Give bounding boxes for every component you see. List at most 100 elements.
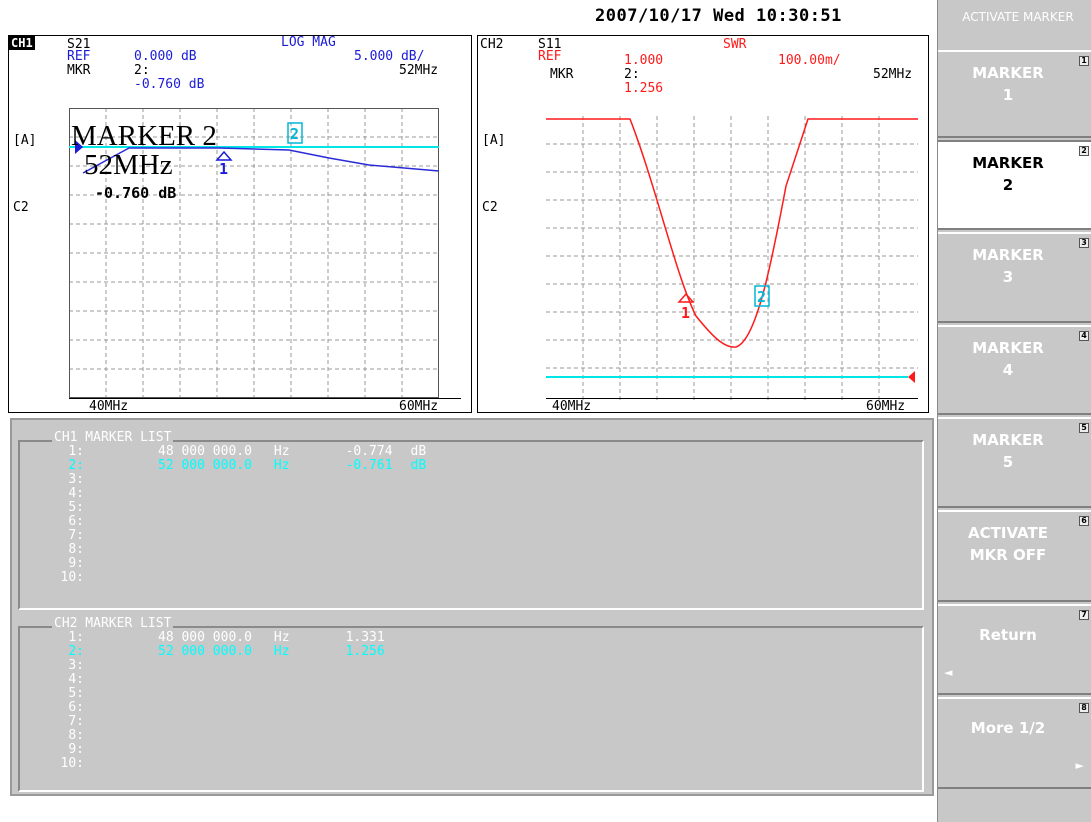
softkey-marker-5[interactable]: MARKER 5 5 [938, 417, 1091, 508]
marker-list-frequency-unit: Hz [273, 444, 290, 459]
marker-list-number: 4: [68, 672, 84, 687]
marker-list-row: 1: 48 000 000.0 Hz -0.774 dB [58, 444, 427, 459]
ch2-mkr-num: 2: [624, 67, 640, 82]
return-arrow-icon: ◄ [944, 666, 953, 679]
softkey-label: MARKER 1 [972, 64, 1044, 104]
marker-list-area: CH1 MARKER LIST 1: 48 000 000.0 Hz -0.774 dB… [10, 418, 934, 796]
softkey-label: More 1/2 [970, 719, 1046, 737]
ch1-ref-pointer [75, 140, 83, 154]
ch1-marker-1-triangle [215, 150, 233, 161]
softkey-indicator: 6 [1079, 516, 1089, 526]
ch1-plot-border [69, 108, 439, 398]
marker-list-number: 10: [60, 570, 84, 585]
ch2-mkr-value: 1.256 [624, 81, 664, 96]
marker-list-row: 9: [58, 556, 84, 571]
marker-list-number: 5: [68, 500, 84, 515]
ch2-marker-2-box [754, 285, 770, 307]
marker-list-value: 1.256 [345, 644, 385, 659]
datetime: 2007/10/17 Wed 10:30:51 [595, 6, 842, 26]
ch1-mkr-value: -0.760 dB [134, 77, 205, 92]
marker-list-number: 7: [68, 528, 84, 543]
softkey-indicator: 4 [1079, 331, 1089, 341]
ch1-ref-label: REF [67, 49, 91, 64]
ch1-panel: CH1 S21 LOG MAG REF 0.000 dB 5.000 dB/ M… [8, 35, 472, 413]
marker-list-row: 3: [58, 658, 84, 673]
softkey-indicator: 3 [1079, 238, 1089, 248]
ch1-trace [82, 147, 440, 174]
ch1-scale: 5.000 dB/ [354, 49, 425, 64]
marker-list-number: 9: [68, 556, 84, 571]
marker-list-number: 1: [68, 444, 84, 459]
softkey-indicator: 1 [1079, 56, 1089, 66]
ch2-param: S11 [538, 37, 562, 52]
marker-list-number: 8: [68, 542, 84, 557]
ch1-mkr-label: MKR [67, 63, 91, 78]
ch1-ref-value: 0.000 dB [134, 49, 197, 64]
marker-list-row: 2: 52 000 000.0 Hz 1.256 [58, 644, 385, 659]
marker-list-frequency: 48 000 000.0 [158, 444, 252, 459]
marker-list-number: 7: [68, 714, 84, 729]
ch2-marker-list [18, 626, 924, 792]
ch1-big-marker-value: -0.760 dB [95, 184, 177, 202]
marker-list-row: 6: [58, 514, 84, 529]
marker-list-number: 3: [68, 658, 84, 673]
more-arrow-icon: ► [1075, 759, 1084, 772]
marker-list-row: 5: [58, 500, 84, 515]
marker-list-row: 10: [58, 757, 84, 770]
ch1-format: LOG MAG [281, 35, 336, 50]
ch2-marker-list-title: CH2 MARKER LIST [52, 616, 174, 631]
ch1-big-marker-freq: 52MHz [84, 149, 173, 181]
softkey-label: Return [979, 626, 1037, 644]
ch2-marker-1-triangle [677, 292, 695, 303]
softkey-indicator: 7 [1079, 610, 1089, 620]
marker-list-frequency: 52 000 000.0 [158, 458, 252, 473]
marker-list-row: 6: [58, 700, 84, 715]
ch2-grid [546, 116, 918, 401]
ch2-trace [546, 118, 918, 348]
marker-list-frequency: 52 000 000.0 [158, 644, 252, 659]
marker-list-row: 2: 52 000 000.0 Hz -0.761 dB [58, 458, 427, 473]
ch1-plot: 1 2 [69, 108, 440, 398]
softkey-marker-3[interactable]: MARKER 3 3 [938, 232, 1091, 323]
marker-list-frequency-unit: Hz [273, 644, 290, 659]
ch2-mkr-label: MKR [550, 67, 574, 82]
ch2-scale: 100.00m/ [778, 53, 841, 68]
ch1-param: S21 [67, 37, 91, 52]
ch2-start-freq: 40MHz [552, 399, 592, 414]
softkey-marker-4[interactable]: MARKER 4 4 [938, 325, 1091, 415]
marker-list-number: 8: [68, 728, 84, 743]
marker-list-number: 6: [68, 514, 84, 529]
ch2-stop-freq: 60MHz [866, 399, 906, 414]
softkey-return[interactable]: Return 7 ◄ [938, 604, 1091, 695]
marker-list-number: 1: [68, 630, 84, 645]
softkey-indicator: 2 [1079, 146, 1089, 156]
ch1-stop-freq: 60MHz [399, 399, 439, 414]
marker-list-row: 4: [58, 672, 84, 687]
softkey-marker-1[interactable]: MARKER 1 1 [938, 50, 1091, 138]
marker-list-row: 7: [58, 714, 84, 729]
marker-list-row: 1: 48 000 000.0 Hz 1.331 [58, 630, 384, 645]
ch2-panel: CH2 S11 SWR REF 1.000 100.00m/ MKR 2: 52… [477, 35, 929, 413]
marker-list-value: -0.761 [345, 458, 393, 473]
marker-list-value-unit: dB [410, 458, 427, 473]
ch1-marker-list [18, 440, 924, 610]
marker-list-value-unit: dB [410, 444, 427, 459]
marker-list-row: 8: [58, 542, 84, 557]
ch2-plot: 1 2 [546, 116, 918, 401]
marker-list-number: 5: [68, 686, 84, 701]
marker-list-frequency-unit: Hz [273, 458, 290, 473]
marker-list-number: 6: [68, 700, 84, 715]
softkey-marker-2[interactable]: MARKER 2 2 [938, 140, 1091, 230]
ch1-marker-2-box [287, 122, 303, 144]
ch1-marker-1-label: 1 [219, 160, 228, 178]
ch2-ref-value: 1.000 [624, 53, 664, 68]
softkey-label: MARKER 2 [972, 154, 1044, 194]
softkey-activate-mkr-off[interactable]: ACTIVATE MKR OFF 6 [938, 510, 1091, 602]
softkey-label: MARKER 3 [972, 246, 1044, 286]
ch2-format: SWR [723, 37, 747, 52]
marker-list-number: 9: [68, 742, 84, 757]
marker-list-number: 2: [68, 644, 84, 659]
softkey-label: MARKER 5 [972, 431, 1044, 471]
softkey-more-12[interactable]: More 1/2 8 ► [938, 697, 1091, 789]
ch1-marker-2-label: 2 [290, 125, 299, 143]
